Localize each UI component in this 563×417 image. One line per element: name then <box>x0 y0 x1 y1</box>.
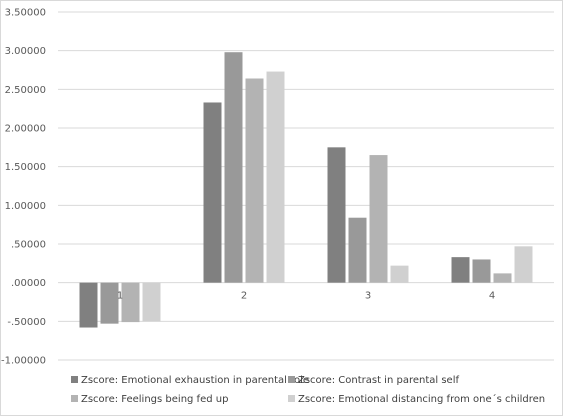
bar <box>348 217 367 283</box>
bar <box>266 71 285 283</box>
bar <box>203 102 222 283</box>
bar <box>369 155 388 283</box>
y-tick-label: 3.50000 <box>5 8 46 19</box>
bar <box>327 147 346 283</box>
bar <box>390 265 409 283</box>
bar <box>224 52 243 283</box>
y-tick-label: -.50000 <box>7 317 46 328</box>
legend-label: Zscore: Emotional exhaustion in parental… <box>81 375 309 386</box>
legend-swatch <box>71 395 78 402</box>
y-axis-tick-labels: 3.50000 3.00000 2.50000 2.00000 1.50000 1.000… <box>1 8 46 367</box>
bar <box>142 282 161 322</box>
y-tick-label: 3.00000 <box>5 46 46 57</box>
category-label: 4 <box>489 291 495 302</box>
y-tick-label: 1.50000 <box>5 162 46 173</box>
bar <box>121 282 140 323</box>
x-axis-category-labels: 1 2 3 4 <box>117 291 495 302</box>
y-tick-label: .00000 <box>11 278 46 289</box>
bar <box>100 282 119 324</box>
legend-label: Zscore: Feelings being fed up <box>81 394 228 405</box>
legend-swatch <box>71 376 78 383</box>
gridlines <box>58 11 554 361</box>
y-tick-label: 2.50000 <box>5 85 46 96</box>
y-tick-label: 2.00000 <box>5 124 46 135</box>
y-tick-label: -1.00000 <box>1 356 46 367</box>
category-label: 3 <box>365 291 371 302</box>
bar <box>245 78 264 283</box>
bar <box>493 273 512 283</box>
category-label: 1 <box>117 291 123 302</box>
legend-label: Zscore: Emotional distancing from one´s … <box>298 393 545 405</box>
bar <box>451 257 470 283</box>
category-label: 2 <box>241 291 247 302</box>
legend: Zscore: Emotional exhaustion in parental… <box>71 375 545 405</box>
y-tick-label: .50000 <box>11 240 46 251</box>
bar <box>514 246 533 283</box>
bar <box>79 282 98 328</box>
y-tick-label: 1.00000 <box>5 201 46 212</box>
legend-swatch <box>288 376 295 383</box>
bar <box>472 259 491 283</box>
legend-swatch <box>288 395 295 402</box>
bars <box>79 52 533 328</box>
legend-label: Zscore: Contrast in parental self <box>298 375 459 386</box>
